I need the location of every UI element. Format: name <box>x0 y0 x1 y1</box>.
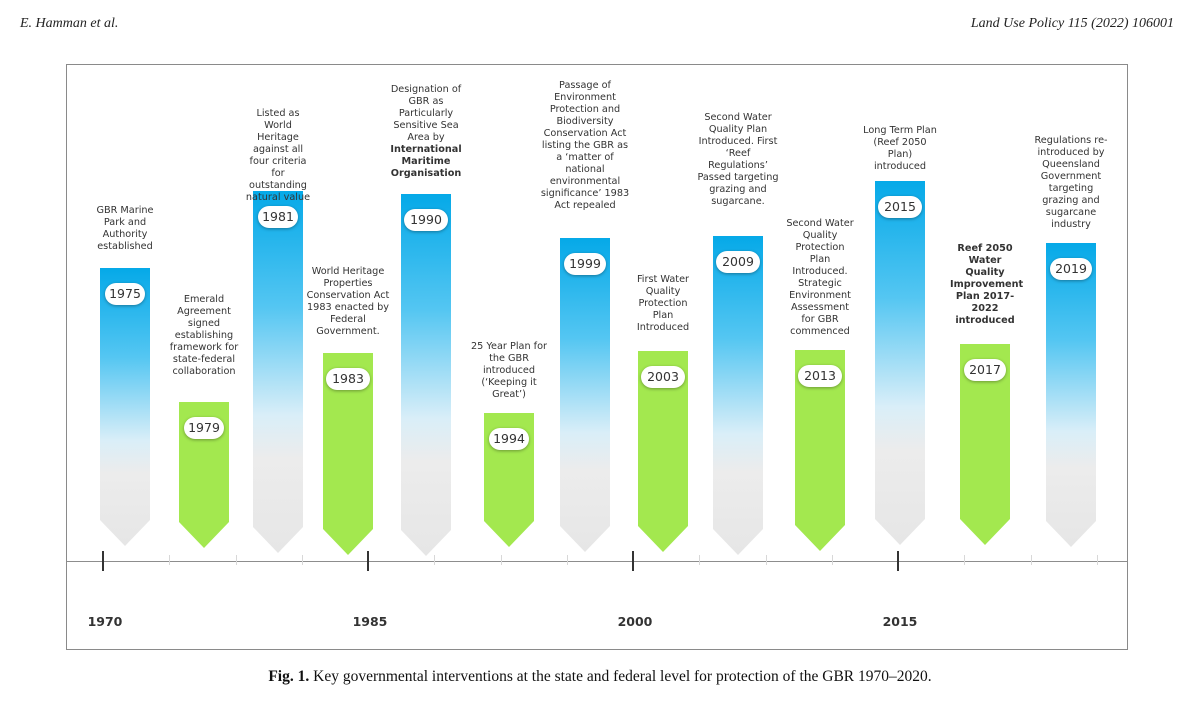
axis-minor-tick <box>567 555 568 565</box>
event-description: First Water Quality Protection Plan Intr… <box>630 274 696 334</box>
event-description: 25 Year Plan for the GBR introduced (‘Ke… <box>470 341 548 401</box>
event-description: Second Water Quality Plan Introduced. Fi… <box>697 112 779 208</box>
event-description: Second Water Quality Protection Plan Int… <box>784 218 856 338</box>
event-year-badge: 2003 <box>641 366 685 388</box>
axis-label-2015: 2015 <box>882 614 918 629</box>
event-description-text: World Heritage Properties Conservation A… <box>306 266 390 337</box>
event-year-badge: 2019 <box>1050 258 1092 280</box>
event-year-badge: 1990 <box>404 209 448 231</box>
event-description-text: Long Term Plan (Reef 2050 Plan) introduc… <box>863 125 937 172</box>
event-description-text: Second Water Quality Plan Introduced. Fi… <box>697 112 779 207</box>
axis-major-tick <box>367 551 369 571</box>
event-description-text: Designation of GBR as Particularly Sensi… <box>390 84 462 143</box>
event-description: Regulations re-introduced by Queensland … <box>1030 135 1112 231</box>
timeline-figure: 1970 1985 2000 2015 1975 GBR Marine Park … <box>66 64 1128 650</box>
event-year-badge: 1979 <box>184 417 224 439</box>
event-description-text: Listed as World Heritage against all fou… <box>245 108 311 203</box>
event-arrow-blue <box>1046 243 1096 547</box>
axis-major-tick <box>632 551 634 571</box>
event-description-text: Second Water Quality Protection Plan Int… <box>786 218 854 337</box>
event-description: Reef 2050 Water Quality Improvement Plan… <box>950 243 1024 327</box>
event-year-badge: 1999 <box>564 253 606 275</box>
page-header-journal: Land Use Policy 115 (2022) 106001 <box>970 16 1174 31</box>
event-year-badge: 1981 <box>258 206 298 228</box>
axis-minor-tick <box>766 555 767 565</box>
event-arrow-blue <box>560 238 610 552</box>
page-header-authors: E. Hamman et al. <box>20 16 119 31</box>
axis-minor-tick <box>302 555 303 565</box>
event-year-badge: 1994 <box>489 428 529 450</box>
event-description-text: 25 Year Plan for the GBR introduced (‘Ke… <box>470 341 547 400</box>
event-year-badge: 2015 <box>878 196 922 218</box>
event-year-badge: 1983 <box>326 368 370 390</box>
event-year-badge: 2009 <box>716 251 760 273</box>
axis-minor-tick <box>169 555 170 565</box>
event-description-bold: International Maritime Organisation <box>390 144 462 179</box>
caption-label: Fig. 1. <box>268 668 310 685</box>
event-description-text: Reef 2050 Water Quality Improvement Plan… <box>950 243 1024 326</box>
axis-minor-tick <box>1097 555 1098 565</box>
axis-major-tick <box>897 551 899 571</box>
figure-caption: Fig. 1. Key governmental interventions a… <box>0 668 1200 686</box>
caption-text: Key governmental interventions at the st… <box>313 668 932 685</box>
event-arrow-blue <box>253 191 303 553</box>
event-description: GBR Marine Park and Authority establishe… <box>92 205 158 253</box>
event-description: Emerald Agreement signed establishing fr… <box>166 294 242 378</box>
event-description-text: First Water Quality Protection Plan Intr… <box>636 274 690 333</box>
axis-major-tick <box>102 551 104 571</box>
event-arrow-blue <box>875 181 925 545</box>
event-description-text: Passage of Environment Protection and Bi… <box>540 80 630 211</box>
axis-minor-tick <box>434 555 435 565</box>
event-year-badge: 2013 <box>798 365 842 387</box>
event-description: Passage of Environment Protection and Bi… <box>540 80 630 212</box>
axis-label-1985: 1985 <box>352 614 388 629</box>
event-year-badge: 1975 <box>105 283 145 305</box>
event-description-text: Regulations re-introduced by Queensland … <box>1034 135 1108 230</box>
event-description: Listed as World Heritage against all fou… <box>245 108 311 204</box>
timeline-axis <box>67 561 1127 562</box>
event-description: Long Term Plan (Reef 2050 Plan) introduc… <box>862 125 938 173</box>
axis-minor-tick <box>236 555 237 565</box>
axis-label-1970: 1970 <box>87 614 123 629</box>
event-arrow-blue <box>401 194 451 556</box>
axis-minor-tick <box>699 555 700 565</box>
event-description-text: GBR Marine Park and Authority establishe… <box>96 205 154 252</box>
axis-minor-tick <box>964 555 965 565</box>
event-description-text: Emerald Agreement signed establishing fr… <box>169 294 239 377</box>
event-arrow-blue <box>713 236 763 555</box>
event-year-badge: 2017 <box>964 359 1006 381</box>
axis-minor-tick <box>832 555 833 565</box>
event-arrow-blue <box>100 268 150 546</box>
axis-minor-tick <box>1031 555 1032 565</box>
axis-label-2000: 2000 <box>617 614 653 629</box>
event-description: Designation of GBR as Particularly Sensi… <box>385 84 467 180</box>
axis-minor-tick <box>501 555 502 565</box>
event-description: World Heritage Properties Conservation A… <box>302 266 394 338</box>
